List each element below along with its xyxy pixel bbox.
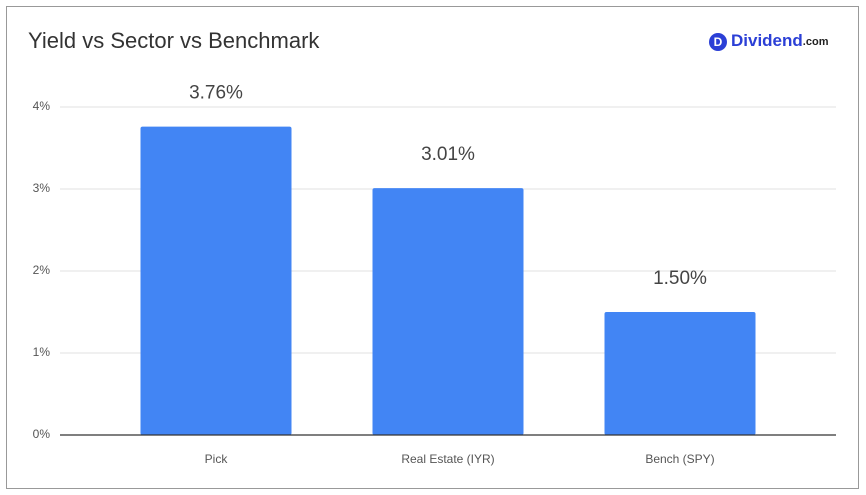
x-tick-label: Pick [205, 452, 229, 466]
chart-title: Yield vs Sector vs Benchmark [28, 28, 320, 53]
y-tick-label: 3% [33, 181, 51, 195]
value-label: 3.76% [189, 83, 243, 104]
x-tick-label: Real Estate (IYR) [401, 452, 494, 466]
bar [140, 126, 292, 436]
logo-name-text: Dividend [731, 31, 803, 50]
bar [604, 312, 756, 435]
x-tick-label: Bench (SPY) [645, 452, 714, 466]
logo-icon: D [714, 35, 723, 49]
logo-badge [709, 33, 727, 51]
logo-name: Dividend.com [731, 31, 829, 50]
bar [372, 188, 524, 435]
logo-suffix: .com [803, 36, 829, 48]
value-label: 1.50% [653, 268, 707, 289]
y-tick-label: 1% [33, 345, 51, 359]
y-tick-label: 4% [33, 99, 51, 113]
y-tick-label: 0% [33, 427, 51, 441]
y-tick-label: 2% [33, 263, 51, 277]
value-label: 3.01% [421, 144, 475, 165]
